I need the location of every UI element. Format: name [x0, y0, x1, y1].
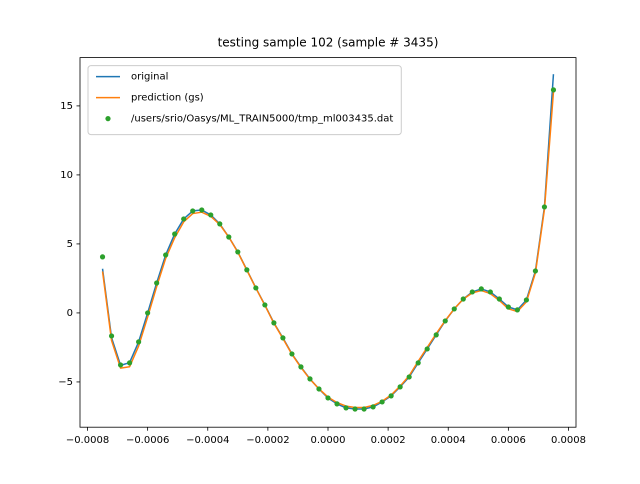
- data-point: [541, 204, 548, 210]
- data-point: [280, 335, 286, 341]
- data-point: [415, 360, 421, 366]
- legend-label: /users/srio/Oasys/ML_TRAIN5000/tmp_ml003…: [131, 114, 393, 125]
- data-point: [370, 404, 376, 410]
- data-point: [172, 231, 178, 237]
- legend-label: prediction (gs): [131, 93, 204, 104]
- data-point: [117, 362, 124, 368]
- data-point: [505, 304, 511, 310]
- x-tick-label: −0.0008: [66, 435, 109, 446]
- data-point: [235, 249, 241, 255]
- y-tick-label: 15: [60, 101, 73, 112]
- data-point: [226, 234, 232, 240]
- x-tick-label: −0.0006: [126, 435, 169, 446]
- data-point: [514, 307, 520, 313]
- data-point: [451, 306, 457, 312]
- x-tick-label: 0.0008: [551, 435, 586, 446]
- data-point: [99, 254, 106, 260]
- y-tick-label: −5: [58, 377, 73, 388]
- data-point: [397, 384, 403, 390]
- x-tick-label: 0.0002: [371, 435, 406, 446]
- legend-marker: [105, 116, 111, 122]
- data-point: [550, 87, 557, 93]
- data-point: [460, 296, 466, 302]
- data-point: [343, 405, 349, 411]
- data-point: [334, 401, 340, 407]
- data-point: [523, 297, 530, 303]
- x-tick-label: −0.0004: [186, 435, 229, 446]
- data-point: [433, 332, 439, 338]
- data-point: [289, 351, 295, 357]
- data-point: [352, 406, 358, 412]
- x-tick-label: 0.0006: [491, 435, 526, 446]
- data-point: [163, 252, 169, 258]
- data-point: [379, 399, 385, 405]
- data-point: [487, 289, 493, 295]
- data-point: [217, 221, 223, 227]
- legend: original prediction (gs) /users/srio/Oasys…: [87, 65, 402, 136]
- data-point: [181, 216, 187, 222]
- data-point: [424, 346, 430, 352]
- chart-title: testing sample 102 (sample # 3435): [218, 36, 439, 50]
- data-point: [496, 296, 502, 302]
- data-point: [108, 333, 115, 339]
- data-point: [190, 208, 196, 214]
- y-tick-label: 0: [67, 308, 73, 319]
- x-tick-label: 0.0000: [311, 435, 346, 446]
- data-point: [361, 406, 367, 412]
- x-tick-label: −0.0002: [246, 435, 289, 446]
- data-point: [253, 285, 259, 291]
- data-point: [469, 289, 475, 295]
- data-point: [208, 212, 214, 218]
- data-point: [307, 376, 313, 382]
- data-point: [244, 267, 250, 273]
- y-tick-label: 10: [60, 170, 73, 181]
- data-point: [199, 207, 205, 213]
- x-tick-label: 0.0004: [431, 435, 466, 446]
- data-point: [145, 310, 151, 316]
- data-point: [316, 386, 322, 392]
- data-point: [298, 364, 304, 370]
- legend-box: [87, 65, 402, 136]
- data-point: [532, 268, 539, 274]
- data-point: [136, 339, 142, 345]
- data-point: [478, 286, 484, 292]
- data-point: [388, 393, 394, 399]
- data-point: [406, 374, 412, 380]
- data-point: [271, 320, 277, 326]
- data-point: [325, 395, 331, 401]
- y-tick-label: 5: [67, 239, 73, 250]
- data-point: [127, 360, 133, 366]
- legend-label: original: [131, 72, 168, 83]
- data-point: [154, 280, 160, 286]
- data-point: [442, 318, 448, 324]
- data-point: [262, 302, 268, 308]
